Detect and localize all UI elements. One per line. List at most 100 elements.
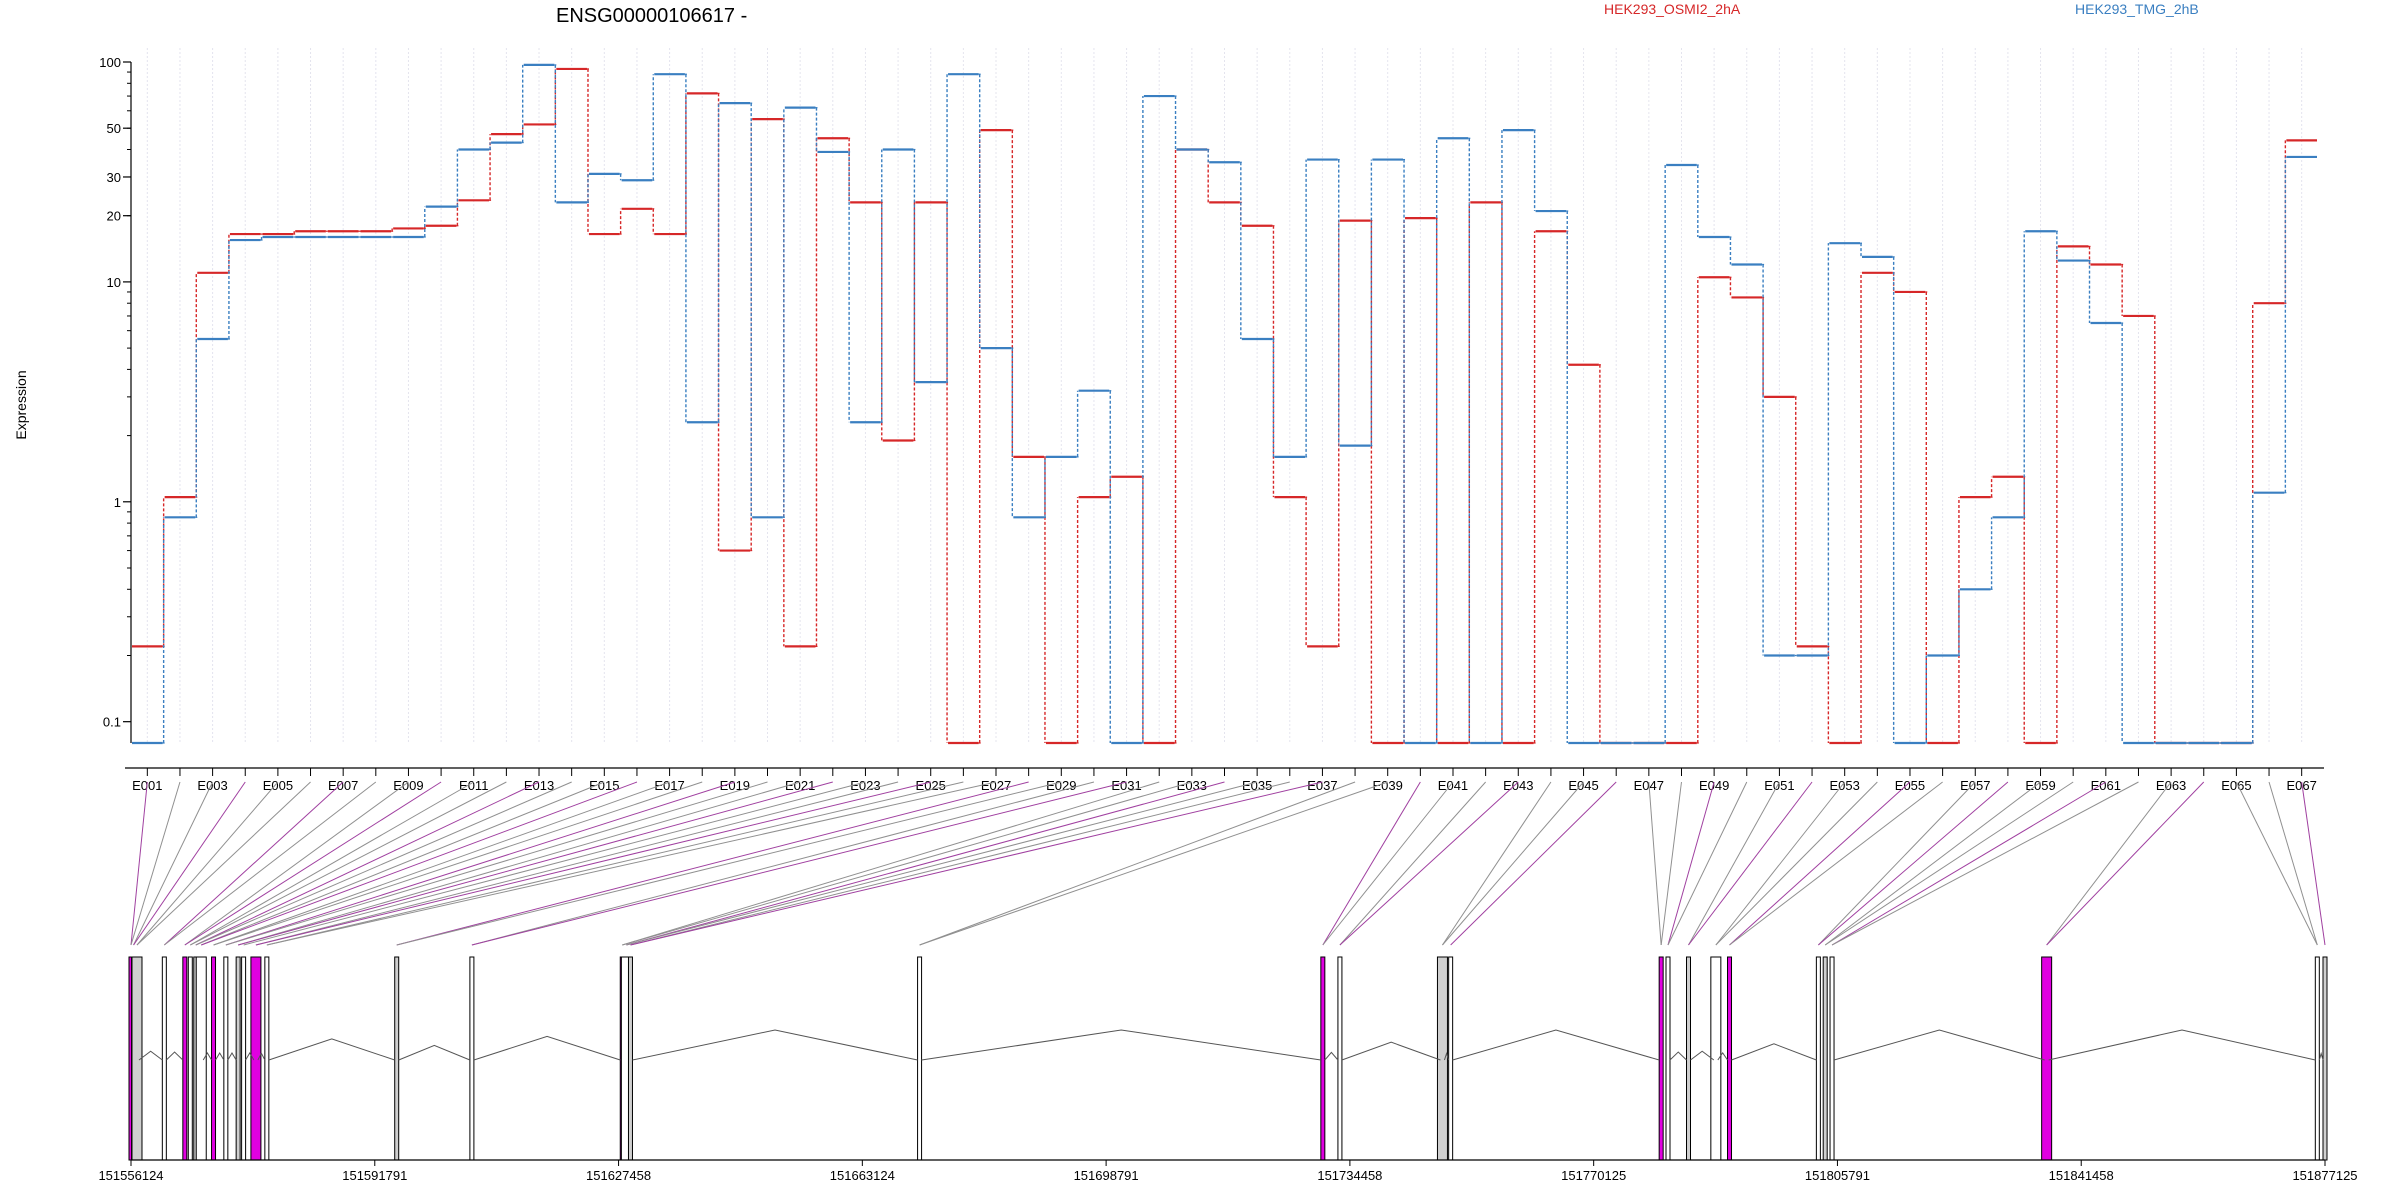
exon-connector — [213, 781, 670, 946]
exon-connector — [225, 781, 736, 946]
exon-tick-label: E013 — [524, 778, 554, 793]
exon-tick-label: E057 — [1960, 778, 1990, 793]
exon-connector — [136, 781, 279, 946]
exon-connector — [238, 781, 833, 946]
exon-tick-label: E035 — [1242, 778, 1272, 793]
exon-axis: E001 E003 E005 E007 E009 E011 E013 E015 E017 E019… — [125, 767, 2324, 793]
coord-tick-label: 151698791 — [1074, 1168, 1139, 1183]
intron-line — [165, 1051, 184, 1061]
y-tick-label: 0.1 — [103, 715, 121, 730]
coord-tick-label: 151556124 — [98, 1168, 163, 1183]
exon-connector — [163, 781, 344, 946]
coord-tick-label: 151841458 — [2049, 1168, 2114, 1183]
exon-block — [469, 956, 475, 1161]
exon-block — [2041, 956, 2053, 1161]
exon-connector — [1818, 781, 1976, 946]
exon-connector — [266, 781, 964, 946]
exon-connector — [1715, 781, 1846, 946]
coord-tick-label: 151627458 — [586, 1168, 651, 1183]
exon-connector — [195, 781, 572, 946]
exon-tick-label: E011 — [459, 778, 488, 793]
exon-block — [1665, 956, 1671, 1161]
gene-model-track — [128, 956, 2328, 1161]
exon-tick-label: E027 — [981, 778, 1011, 793]
exon-block — [1686, 956, 1692, 1161]
exon-connector — [195, 781, 540, 946]
series-1 — [132, 63, 2317, 745]
exon-block — [195, 956, 207, 1161]
coord-tick-label: 151734458 — [1317, 1168, 1382, 1183]
exon-connector — [1339, 781, 1519, 946]
exon-connector — [1667, 781, 1715, 946]
exon-connector — [2301, 781, 2326, 946]
intron-line — [1452, 1029, 1660, 1061]
exon-block — [250, 956, 262, 1161]
intron-line — [1669, 1051, 1687, 1061]
exon-connector — [1818, 781, 2009, 946]
exon-block — [1727, 956, 1733, 1161]
exon-block — [917, 956, 923, 1161]
exon-tick-label: E031 — [1111, 778, 1141, 793]
y-axis: 0.1 1 10 20 30 50 100 — [99, 55, 132, 743]
exon-block — [1320, 956, 1326, 1161]
exon-connector — [1729, 781, 1943, 946]
exon-connector — [184, 781, 409, 946]
exon-connector — [201, 781, 605, 946]
exon-connector — [130, 781, 148, 946]
intron-line — [1324, 1051, 1339, 1061]
exon-connector — [184, 781, 442, 946]
exon-connector — [1729, 781, 1911, 946]
exon-connector — [243, 781, 866, 946]
exon-connector — [919, 781, 1356, 946]
legend-entry-tmg: HEK293_TMG_2hB — [2075, 1, 2199, 17]
y-tick-label: 10 — [107, 275, 121, 290]
intron-line — [257, 1052, 266, 1061]
coord-tick-label: 151877125 — [2292, 1168, 2357, 1183]
exon-connector — [1442, 781, 1552, 946]
exon-connector — [1831, 781, 2107, 946]
exon-connector — [238, 781, 801, 946]
intron-line — [473, 1035, 621, 1061]
intron-line — [1717, 1051, 1728, 1061]
intron-line — [138, 1050, 163, 1061]
exon-connector — [213, 781, 703, 946]
exon-block — [235, 956, 241, 1161]
exon-connector — [190, 781, 507, 946]
exon-connector — [225, 781, 768, 946]
exon-connector — [1339, 781, 1487, 946]
exon-connector — [136, 781, 311, 946]
intron-line — [2318, 1051, 2324, 1061]
exon-connector — [1442, 781, 1584, 946]
exon-connector — [1824, 781, 2041, 946]
exon-block — [161, 956, 167, 1161]
intron-line — [398, 1044, 471, 1061]
exon-block — [187, 956, 193, 1161]
grid-lines — [146, 48, 2303, 743]
intron-line — [2048, 1029, 2316, 1061]
intron-line — [921, 1029, 1321, 1061]
intron-line — [1833, 1029, 2045, 1061]
y-tick-label: 100 — [99, 55, 121, 70]
y-tick-label: 20 — [107, 209, 121, 224]
exon-tick-label: E015 — [589, 778, 619, 793]
exon-tick-label: E061 — [2091, 778, 2121, 793]
exon-tick-label: E005 — [263, 778, 293, 793]
coord-tick-label: 151663124 — [830, 1168, 895, 1183]
exon-connector — [1831, 781, 2139, 946]
exon-tick-label: E055 — [1895, 778, 1925, 793]
exon-connector — [201, 781, 638, 946]
intron-line — [1690, 1050, 1715, 1061]
intron-line — [1443, 1051, 1450, 1061]
exon-block — [1337, 956, 1343, 1161]
genomic-coordinate-axis: 151556124 151591791 151627458 151663124 1516… — [98, 1159, 2358, 1183]
exon-block — [223, 956, 229, 1161]
exon-tick-label: E039 — [1373, 778, 1403, 793]
exon-tick-label: E059 — [2025, 778, 2055, 793]
exon-tick-label: E025 — [916, 778, 946, 793]
exon-block — [1822, 956, 1828, 1161]
coord-tick-label: 151805791 — [1805, 1168, 1870, 1183]
y-tick-label: 1 — [114, 495, 121, 510]
y-axis-label: Expression — [13, 370, 29, 439]
exon-connector — [2046, 781, 2172, 946]
exon-tick-label: E045 — [1568, 778, 1598, 793]
